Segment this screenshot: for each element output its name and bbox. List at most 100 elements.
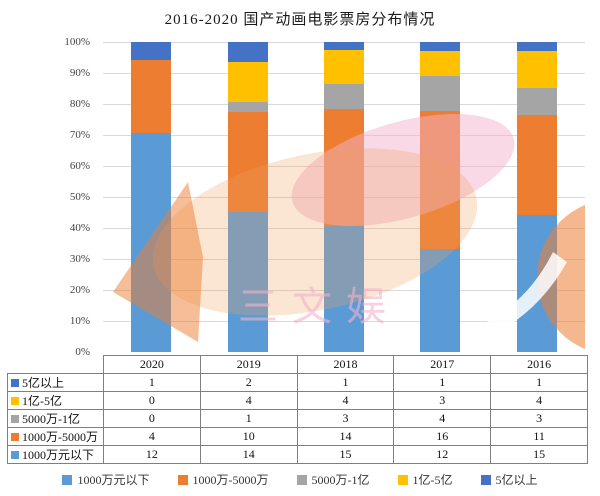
y-tick-label: 100% (64, 36, 90, 48)
legend-key-swatch (11, 451, 19, 459)
legend-item: 1亿-5亿 (397, 471, 453, 488)
table-value: 4 (103, 427, 201, 446)
bar-segment (516, 87, 557, 115)
table-value: 3 (490, 409, 588, 428)
bar-segment (227, 112, 268, 212)
table-row: 5000万-1亿 0 1 3 4 3 (7, 409, 588, 428)
table-value: 3 (296, 409, 395, 428)
table-row-label: 5000万-1亿 (7, 409, 104, 428)
y-tick-label: 0% (75, 346, 90, 358)
plot-area (103, 42, 585, 352)
table-value: 1 (296, 373, 395, 392)
table-row-label: 1000万-5000万 (7, 427, 104, 446)
table-value: 15 (296, 445, 395, 464)
table-year-header: 2019 (199, 355, 298, 374)
legend-item: 1000万元以下 (62, 471, 150, 488)
bar-segment (324, 83, 365, 110)
bar-segment (131, 133, 172, 352)
table-row-label: 1亿-5亿 (7, 391, 104, 410)
legend-label: 1000万-5000万 (192, 473, 269, 487)
table-row: 1000万元以下 12 14 15 12 15 (7, 445, 588, 464)
bar-2019 (227, 42, 268, 352)
legend-key-swatch (11, 433, 19, 441)
legend-key-swatch (11, 379, 19, 387)
bar-segment (324, 109, 365, 227)
table-value: 14 (199, 445, 298, 464)
table-value: 4 (199, 391, 298, 410)
legend-swatch-icon (296, 474, 307, 485)
table-value: 1 (490, 373, 588, 392)
legend-item: 5亿以上 (480, 471, 538, 488)
legend-key-swatch (11, 397, 19, 405)
data-table: 2020 2019 2018 2017 2016 5亿以上 1 2 1 1 1 1亿-5亿 0 4 4 3 4 5… (7, 355, 588, 464)
legend-label: 1亿-5亿 (412, 473, 453, 487)
y-tick-label: 40% (69, 222, 90, 234)
table-value: 11 (490, 427, 588, 446)
table-row-label: 5亿以上 (7, 373, 104, 392)
y-tick-label: 20% (69, 284, 90, 296)
y-tick-label: 10% (69, 315, 90, 327)
bar-segment (324, 226, 365, 352)
table-value: 3 (393, 391, 492, 410)
table-row: 1亿-5亿 0 4 4 3 4 (7, 391, 588, 410)
table-value: 14 (296, 427, 395, 446)
table-value: 12 (103, 445, 201, 464)
bar-segment (227, 102, 268, 112)
bar-column-2020 (103, 42, 199, 352)
bar-2020 (131, 42, 172, 352)
bar-2016 (516, 42, 557, 352)
table-value: 4 (393, 409, 492, 428)
table-value: 12 (393, 445, 492, 464)
table-header-row: 2020 2019 2018 2017 2016 (7, 355, 588, 374)
y-tick-label: 30% (69, 253, 90, 265)
table-value: 0 (103, 409, 201, 428)
bar-2018 (324, 42, 365, 352)
bar-segment (227, 42, 268, 63)
bar-segment (227, 62, 268, 103)
table-value: 1 (393, 373, 492, 392)
table-row-label: 1000万元以下 (7, 445, 104, 464)
table-row: 1000万-5000万 4 10 14 16 11 (7, 427, 588, 446)
y-tick-label: 90% (69, 67, 90, 79)
bar-segment (516, 51, 557, 88)
chart-title: 2016-2020 国产动画电影票房分布情况 (164, 12, 436, 28)
table-row: 5亿以上 1 2 1 1 1 (7, 373, 588, 392)
bars-layer (103, 42, 585, 352)
table-year-header: 2018 (296, 355, 395, 374)
legend-label: 5亿以上 (495, 473, 538, 487)
bar-segment (324, 42, 365, 51)
bar-segment (516, 42, 557, 52)
legend-swatch-icon (480, 474, 491, 485)
bar-segment (420, 76, 461, 111)
bar-2017 (420, 42, 461, 352)
table-value: 1 (103, 373, 201, 392)
legend-swatch-icon (62, 474, 73, 485)
bar-segment (131, 60, 172, 134)
bar-segment (420, 110, 461, 249)
table-value: 15 (490, 445, 588, 464)
table-corner-cell (7, 355, 104, 374)
bar-segment (420, 42, 461, 51)
y-axis: 100% 90% 80% 70% 60% 50% 40% 30% 20% 10% 0% (0, 35, 98, 385)
table-year-header: 2020 (103, 355, 201, 374)
table-value: 0 (103, 391, 201, 410)
bar-column-2018 (296, 42, 392, 352)
y-tick-label: 50% (69, 191, 90, 203)
table-value: 4 (490, 391, 588, 410)
data-table-body: 2020 2019 2018 2017 2016 5亿以上 1 2 1 1 1 1亿-5亿 0 4 4 3 4 5… (7, 355, 588, 464)
legend-swatch-icon (177, 474, 188, 485)
legend-item: 1000万-5000万 (177, 471, 269, 488)
bar-segment (516, 114, 557, 216)
bar-column-2017 (392, 42, 488, 352)
bar-column-2016 (489, 42, 585, 352)
table-value: 16 (393, 427, 492, 446)
bar-segment (420, 248, 461, 352)
bar-segment (420, 50, 461, 77)
table-value: 4 (296, 391, 395, 410)
legend-label: 5000万-1亿 (311, 473, 370, 487)
table-value: 10 (199, 427, 298, 446)
legend-label: 1000万元以下 (77, 473, 150, 487)
y-tick-label: 60% (69, 160, 90, 172)
table-value: 1 (199, 409, 298, 428)
